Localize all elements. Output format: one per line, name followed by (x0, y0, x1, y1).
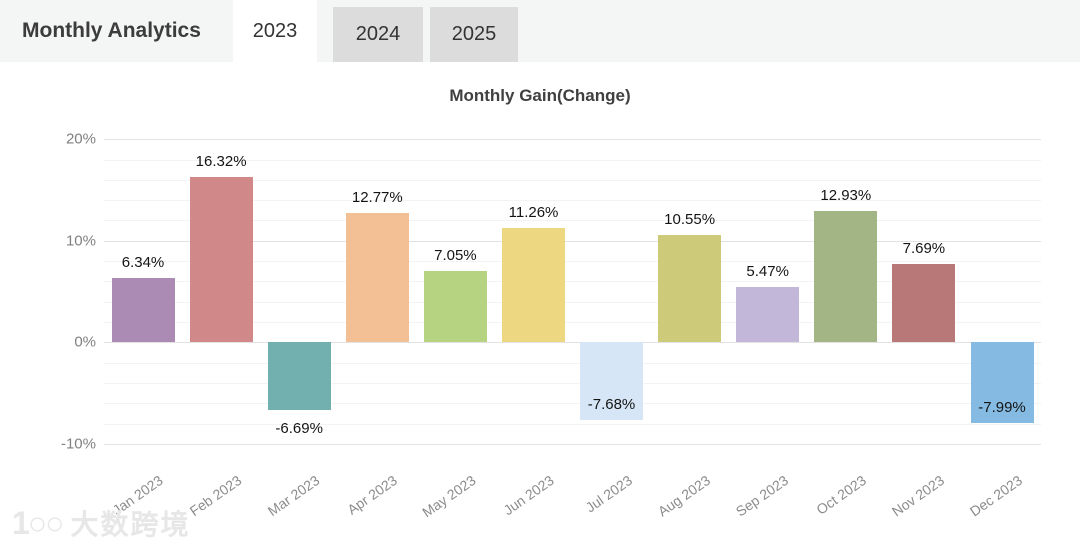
bar-jan-2023[interactable] (111, 277, 175, 343)
x-axis-tick-label-nov-2023: Nov 2023 (888, 472, 948, 520)
y-axis-tick-label: -10% (60, 435, 96, 453)
value-label-sep-2023: 5.47% (746, 262, 789, 280)
minor-gridline (104, 179, 1041, 181)
tab-2025[interactable]: 2025 (430, 7, 518, 62)
value-label-feb-2023: 16.32% (195, 152, 247, 170)
chart-title: Monthly Gain(Change) (449, 86, 631, 105)
minor-gridline (104, 403, 1041, 405)
bar-nov-2023[interactable] (892, 264, 956, 343)
page-title: Monthly Analytics (22, 19, 201, 42)
major-gridline (104, 240, 1041, 242)
bar-jul-2023[interactable] (580, 342, 643, 421)
value-label-jul-2023: -7.68% (587, 396, 636, 414)
value-label-jun-2023: 11.26% (508, 203, 559, 221)
minor-gridline (104, 423, 1041, 425)
value-label-apr-2023: 12.77% (351, 188, 403, 206)
header-bar: Monthly Analytics 2023 2024 2025 (0, 0, 1080, 62)
minor-gridline (104, 281, 1041, 283)
x-axis-tick-label-aug-2023: Aug 2023 (654, 472, 713, 520)
x-axis-tick-label-apr-2023: Apr 2023 (344, 472, 401, 518)
bar-oct-2023[interactable] (814, 211, 878, 343)
watermark-text: 大数跨境 (70, 509, 191, 540)
bar-jun-2023[interactable] (502, 227, 565, 343)
minor-gridline (104, 382, 1041, 384)
minor-gridline (104, 321, 1041, 323)
major-gridline (104, 139, 1041, 141)
minor-gridline (104, 159, 1041, 161)
x-axis-tick-label-mar-2023: Mar 2023 (264, 472, 323, 520)
bar-feb-2023[interactable] (189, 176, 253, 343)
tab-2023[interactable]: 2023 (233, 0, 317, 62)
minor-gridline (104, 362, 1041, 364)
major-gridline (104, 342, 1041, 344)
major-gridline (104, 443, 1041, 445)
x-axis-tick-label-jul-2023: Jul 2023 (582, 472, 635, 516)
x-axis-tick-label-sep-2023: Sep 2023 (732, 472, 791, 520)
value-label-aug-2023: 10.55% (664, 211, 716, 229)
x-axis-tick-label-jun-2023: Jun 2023 (500, 472, 557, 519)
x-axis-tick-label-oct-2023: Oct 2023 (813, 472, 869, 518)
y-axis-tick-label: 20% (65, 130, 96, 148)
bar-may-2023[interactable] (423, 270, 487, 343)
x-axis-tick-label-feb-2023: Feb 2023 (186, 472, 245, 520)
bar-mar-2023[interactable] (267, 342, 331, 411)
y-axis-tick-label: 0% (74, 333, 96, 351)
minor-gridline (104, 220, 1041, 222)
minor-gridline (104, 301, 1041, 303)
value-label-dec-2023: -7.99% (978, 399, 1026, 417)
value-label-may-2023: 7.05% (434, 246, 477, 264)
bar-apr-2023[interactable] (345, 212, 409, 343)
x-axis-tick-label-dec-2023: Dec 2023 (966, 472, 1026, 520)
bar-aug-2023[interactable] (658, 235, 722, 343)
watermark-logo-icon: 1○○ (12, 504, 64, 541)
x-axis-tick-label-may-2023: May 2023 (419, 472, 479, 521)
minor-gridline (104, 200, 1041, 202)
y-axis-tick-label: 10% (65, 232, 96, 250)
watermark: 1○○ 大数跨境 (12, 503, 190, 543)
value-label-mar-2023: -6.69% (275, 420, 323, 438)
bar-sep-2023[interactable] (736, 286, 800, 343)
minor-gridline (104, 261, 1041, 262)
bar-dec-2023[interactable] (970, 342, 1034, 424)
value-label-jan-2023: 6.34% (121, 253, 165, 271)
bar-chart-plot-area: 20% 10% 0% -10% 6.34% 16.32% -6.69% 12.77% 7.05%… (61, 125, 1041, 460)
value-label-nov-2023: 7.69% (902, 240, 946, 258)
value-label-oct-2023: 12.93% (820, 187, 872, 204)
tab-2024[interactable]: 2024 (333, 7, 423, 62)
